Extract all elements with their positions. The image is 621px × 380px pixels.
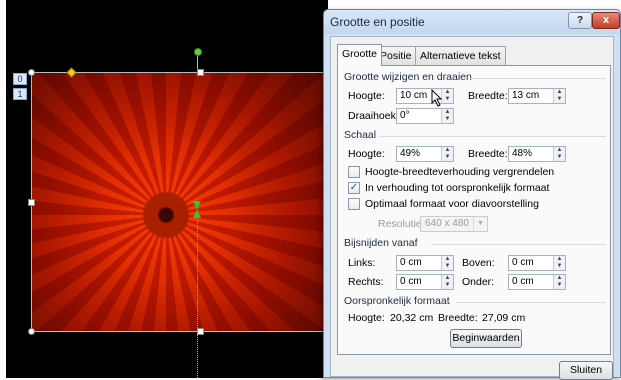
resize-handle-top-left[interactable] <box>28 69 35 76</box>
scale-height-label: Hoogte: <box>348 148 385 160</box>
size-position-dialog: Grootte en positie ? x Grootte Positie A… <box>323 9 621 380</box>
spinner-arrows-icon[interactable]: ▲ ▼ <box>441 275 453 289</box>
dialog-titlebar[interactable]: Grootte en positie ? x <box>324 10 620 34</box>
original-width-label: Breedte: <box>438 312 478 324</box>
resolution-select: 640 x 480 ▼ <box>420 216 488 232</box>
move-arrows-icon: ▼ ▲ <box>190 196 204 221</box>
help-button[interactable]: ? <box>568 12 592 29</box>
spinner-arrows-icon[interactable]: ▲ ▼ <box>441 256 453 270</box>
rotation-label: Draaihoek: <box>348 110 399 122</box>
divider <box>456 302 606 303</box>
crop-right-label: Rechts: <box>348 276 384 288</box>
resize-handle-left[interactable] <box>28 199 35 206</box>
height-spinner[interactable]: 10 cm ▲ ▼ <box>396 88 454 104</box>
rotation-spinner[interactable]: 0° ▲ ▼ <box>396 108 454 124</box>
crop-left-label: Links: <box>348 257 376 269</box>
crop-right-value: 0 cm <box>400 276 422 287</box>
original-height-label: Hoogte: <box>348 312 385 324</box>
close-icon[interactable]: x <box>592 12 620 29</box>
width-value: 13 cm <box>512 90 540 101</box>
scale-width-label: Breedte: <box>468 148 508 160</box>
tab-page-grootte: Grootte wijzigen en draaien Hoogte: 10 c… <box>337 65 611 355</box>
height-value: 10 cm <box>400 90 428 101</box>
spinner-arrows-icon[interactable]: ▲ ▼ <box>553 275 565 289</box>
resize-handle-bottom-left[interactable] <box>28 328 35 335</box>
lock-aspect-label: Hoogte-breedteverhouding vergrendelen <box>365 166 555 178</box>
scale-width-value: 48% <box>512 148 533 159</box>
group-size-rotate-heading: Grootte wijzigen en draaien <box>344 71 472 83</box>
group-original-heading: Oorspronkelijk formaat <box>344 295 450 307</box>
reset-button[interactable]: Beginwaarden <box>450 329 522 348</box>
crop-left-value: 0 cm <box>400 257 422 268</box>
crop-top-label: Boven: <box>462 257 495 269</box>
chevron-down-icon: ▼ <box>473 217 487 231</box>
lock-aspect-checkbox[interactable] <box>348 166 360 178</box>
height-label: Hoogte: <box>348 90 385 102</box>
relative-original-label: In verhouding tot oorspronkelijk formaat <box>365 182 550 194</box>
group-scale-heading: Schaal <box>344 129 377 141</box>
crop-left-spinner[interactable]: 0 cm ▲ ▼ <box>396 255 454 271</box>
slide-marker-0: 0 <box>13 73 27 85</box>
scale-height-value: 49% <box>400 148 421 159</box>
divider <box>380 136 606 137</box>
resize-handle-top[interactable] <box>197 69 204 76</box>
slide-marker-1: 1 <box>13 88 27 100</box>
crop-top-spinner[interactable]: 0 cm ▲ ▼ <box>508 255 566 271</box>
relative-original-checkbox[interactable]: ✓ <box>348 182 360 194</box>
rotation-value: 0° <box>400 110 410 121</box>
crop-bottom-spinner[interactable]: 0 cm ▲ ▼ <box>508 274 566 290</box>
crop-right-spinner[interactable]: 0 cm ▲ ▼ <box>396 274 454 290</box>
divider <box>432 244 606 245</box>
scale-width-spinner[interactable]: 48% ▲ ▼ <box>508 146 566 162</box>
crop-top-value: 0 cm <box>512 257 534 268</box>
width-label: Breedte: <box>468 90 508 102</box>
width-spinner[interactable]: 13 cm ▲ ▼ <box>508 88 566 104</box>
scale-height-spinner[interactable]: 49% ▲ ▼ <box>396 146 454 162</box>
resolution-value: 640 x 480 <box>425 218 469 229</box>
spinner-arrows-icon[interactable]: ▲ ▼ <box>553 89 565 103</box>
dialog-title: Grootte en positie <box>330 15 425 29</box>
resize-handle-bottom[interactable] <box>197 328 204 335</box>
best-scale-label: Optimaal formaat voor diavoorstelling <box>365 198 539 210</box>
crop-bottom-label: Onder: <box>462 276 495 288</box>
mouse-cursor-icon <box>431 89 443 107</box>
spinner-arrows-icon[interactable]: ▲ ▼ <box>441 147 453 161</box>
spinner-arrows-icon[interactable]: ▲ ▼ <box>441 89 453 103</box>
spinner-arrows-icon[interactable]: ▲ ▼ <box>441 109 453 123</box>
crop-bottom-value: 0 cm <box>512 276 534 287</box>
original-height-value: 20,32 cm <box>390 312 434 324</box>
spinner-arrows-icon[interactable]: ▲ ▼ <box>553 147 565 161</box>
best-scale-checkbox[interactable] <box>348 198 360 210</box>
tab-grootte[interactable]: Grootte <box>337 44 383 66</box>
divider <box>470 78 606 79</box>
sluiten-button[interactable]: Sluiten <box>559 361 613 380</box>
dialog-body: Grootte Positie Alternatieve tekst Groot… <box>330 36 614 380</box>
flower-image[interactable] <box>31 72 331 332</box>
resolution-label: Resolutie <box>378 218 422 230</box>
original-width-value: 27,09 cm <box>482 312 526 324</box>
rotation-connector <box>197 56 198 72</box>
rotation-handle[interactable] <box>194 48 202 56</box>
spinner-arrows-icon[interactable]: ▲ ▼ <box>553 256 565 270</box>
group-crop-heading: Bijsnijden vanaf <box>344 237 418 249</box>
tab-alternatieve-tekst[interactable]: Alternatieve tekst <box>415 46 506 65</box>
tab-positie[interactable]: Positie <box>375 46 417 65</box>
alignment-guide <box>197 204 198 378</box>
